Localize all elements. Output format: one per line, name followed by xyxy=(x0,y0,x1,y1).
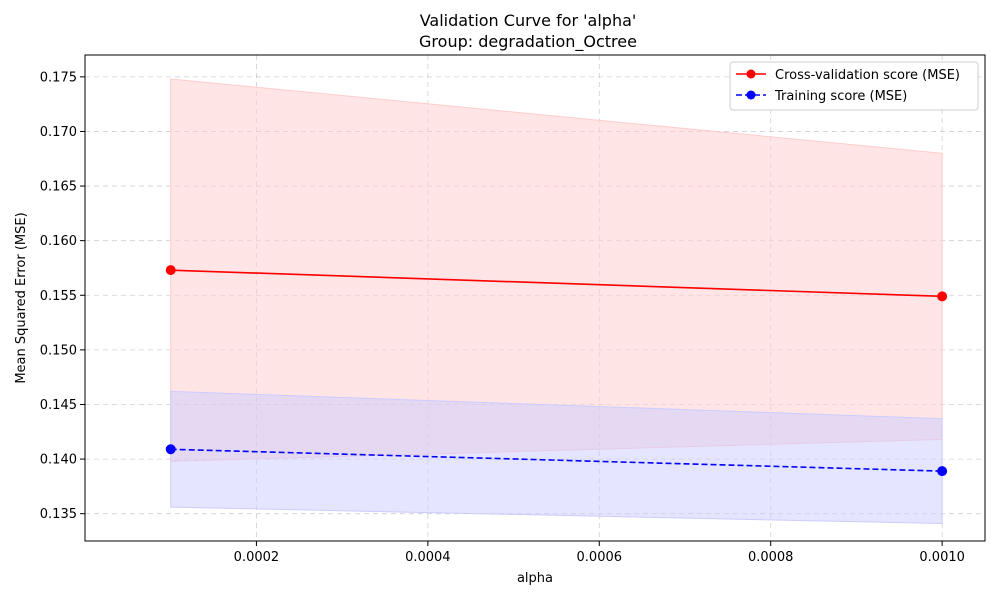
y-tick-label: 0.175 xyxy=(40,70,77,85)
x-tick-label: 0.0004 xyxy=(405,550,451,565)
series-lines xyxy=(170,269,943,472)
y-tick-label: 0.165 xyxy=(40,180,77,195)
point-cross-validation xyxy=(937,291,948,302)
y-tick-label: 0.150 xyxy=(40,343,77,358)
x-axis-title: alpha xyxy=(517,571,553,586)
legend-marker-cross-validation xyxy=(746,69,756,79)
legend-box xyxy=(729,61,979,111)
y-tick-label: 0.135 xyxy=(40,507,77,522)
x-tick-label: 0.0002 xyxy=(234,550,280,565)
chart-title: Validation Curve for 'alpha' xyxy=(420,11,637,30)
x-tick-label: 0.0006 xyxy=(577,550,623,565)
y-tick-label: 0.145 xyxy=(40,398,77,413)
y-tick-label: 0.155 xyxy=(40,289,77,304)
legend: Cross-validation score (MSE) Training sc… xyxy=(729,61,979,111)
y-axis-title: Mean Squared Error (MSE) xyxy=(14,212,29,383)
y-tick-label: 0.140 xyxy=(40,453,77,468)
x-tick-label: 0.0010 xyxy=(919,550,965,565)
point-training xyxy=(165,444,176,455)
plot-frame xyxy=(84,54,986,542)
point-training xyxy=(937,466,948,477)
data-points xyxy=(165,265,948,477)
band-training xyxy=(170,390,943,525)
line-cross-validation xyxy=(170,269,943,298)
x-axis-ticks: 0.0002 0.0004 0.0006 0.0008 0.0010 xyxy=(234,541,965,565)
y-axis-ticks: 0.135 0.140 0.145 0.150 0.155 0.160 0.165 0.170… xyxy=(40,70,85,522)
legend-label-cross-validation: Cross-validation score (MSE) xyxy=(775,68,960,83)
y-tick-label: 0.170 xyxy=(40,125,77,140)
x-tick-label: 0.0008 xyxy=(748,550,794,565)
y-tick-label: 0.160 xyxy=(40,234,77,249)
chart-subtitle: Group: degradation_Octree xyxy=(419,32,637,52)
line-training xyxy=(170,448,943,472)
point-cross-validation xyxy=(165,265,176,276)
legend-marker-training xyxy=(746,90,756,100)
confidence-bands xyxy=(170,78,943,525)
legend-label-training: Training score (MSE) xyxy=(774,89,907,104)
